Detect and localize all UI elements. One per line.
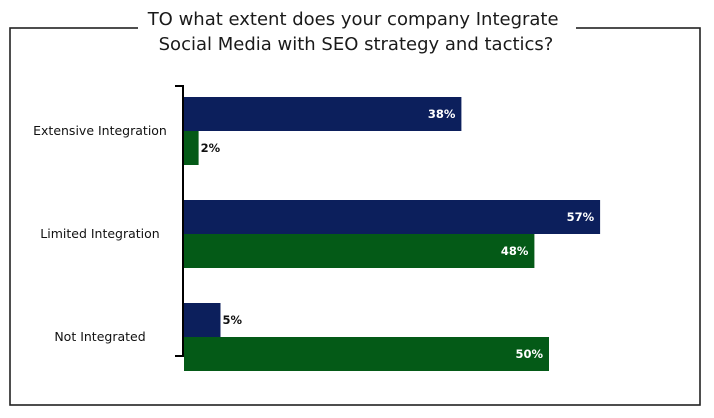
category-axis	[175, 85, 184, 357]
bar-series-1	[184, 200, 601, 234]
data-label: 5%	[223, 313, 243, 327]
data-label: 57%	[567, 210, 595, 224]
bar-series-2	[184, 131, 199, 165]
title-backdrop	[138, 6, 576, 62]
bar-series-2	[184, 234, 535, 268]
data-label: 48%	[501, 244, 529, 258]
data-label: 38%	[428, 107, 456, 121]
bar-series-1	[184, 303, 221, 337]
bar-series-2	[184, 337, 549, 371]
chart-title-line-1: TO what extent does your company Integra…	[147, 9, 559, 30]
chart-title-line-2: Social Media with SEO strategy and tacti…	[159, 34, 554, 55]
data-label: 50%	[515, 347, 543, 361]
chart-marks: Extensive Integration 38% 2% Limited Integr…	[33, 97, 601, 371]
category-label: Extensive Integration	[33, 123, 167, 138]
data-label: 2%	[201, 141, 221, 155]
category-label: Not Integrated	[54, 329, 145, 344]
chart-title: TO what extent does your company Integra…	[147, 9, 565, 55]
bar-series-1	[184, 97, 462, 131]
category-label: Limited Integration	[40, 226, 159, 241]
